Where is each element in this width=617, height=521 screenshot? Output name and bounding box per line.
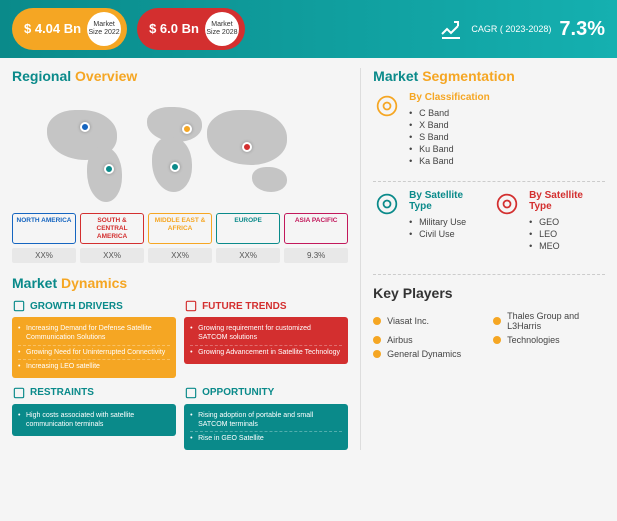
market-size-2022-pill: $ 4.04 Bn Market Size 2022 [12, 8, 127, 50]
region-percentages: XX% XX% XX% XX% 9.3% [12, 248, 348, 263]
segment-item: MEO [529, 240, 605, 252]
dynamics-head: RESTRAINTS [12, 386, 176, 400]
dynamics-item: High costs associated with satellite com… [18, 409, 170, 431]
map-marker [80, 122, 90, 132]
cagr-label: CAGR ( 2023-2028) [471, 24, 551, 34]
dynamics-icon [12, 386, 26, 400]
segment-item: C Band [409, 107, 605, 119]
size2022-value: $ 4.04 Bn [24, 22, 81, 36]
dynamics-block: RESTRAINTS High costs associated with sat… [12, 386, 176, 450]
right-column: Market Segmentation By Classification C B… [360, 68, 605, 450]
dynamics-item: Growing Advancement in Satellite Technol… [190, 346, 342, 359]
dynamics-body: Growing requirement for customized SATCO… [184, 317, 348, 363]
dynamics-item: Rising adoption of portable and small SA… [190, 409, 342, 432]
size2028-value: $ 6.0 Bn [149, 22, 199, 36]
size2022-label: Market Size 2022 [87, 12, 121, 46]
player-item: Technologies [493, 335, 605, 345]
region-pct: 9.3% [284, 248, 348, 263]
dynamics-head: OPPORTUNITY [184, 386, 348, 400]
world-map [12, 92, 348, 207]
segment-title: By Classification [409, 92, 605, 103]
region-pct: XX% [148, 248, 212, 263]
segment-item: Ka Band [409, 155, 605, 167]
bullet-icon [373, 336, 381, 344]
dynamics-title: Market Dynamics [12, 275, 348, 291]
region-label: SOUTH & CENTRAL AMERICA [80, 213, 144, 244]
dynamics-item: Growing requirement for customized SATCO… [190, 322, 342, 345]
dynamics-icon [12, 299, 26, 313]
segment-block: By Classification C BandX BandS BandKu Ba… [373, 92, 605, 167]
dynamics-block: FUTURE TRENDS Growing requirement for cus… [184, 299, 348, 377]
dynamics-head: FUTURE TRENDS [184, 299, 348, 313]
segment-item: S Band [409, 131, 605, 143]
region-pct: XX% [216, 248, 280, 263]
map-marker [170, 162, 180, 172]
growth-icon [439, 17, 463, 41]
cagr-block: CAGR ( 2023-2028) 7.3% [439, 17, 605, 41]
segmentation-title: Market Segmentation [373, 68, 605, 84]
dynamics-body: Rising adoption of portable and small SA… [184, 404, 348, 450]
player-item: Airbus [373, 335, 485, 345]
player-item: General Dynamics [373, 349, 485, 359]
dynamics-block: GROWTH DRIVERS Increasing Demand for Defe… [12, 299, 176, 377]
dynamics-block: OPPORTUNITY Rising adoption of portable a… [184, 386, 348, 450]
dynamics-item: Increasing Demand for Defense Satellite … [18, 322, 170, 345]
market-size-2028-pill: $ 6.0 Bn Market Size 2028 [137, 8, 245, 50]
bullet-icon [493, 336, 501, 344]
segment-icon [373, 190, 401, 218]
bullet-icon [373, 350, 381, 358]
segmentation-top: By Classification C BandX BandS BandKu Ba… [373, 92, 605, 167]
region-label: NORTH AMERICA [12, 213, 76, 244]
dynamics-grid: GROWTH DRIVERS Increasing Demand for Defe… [12, 299, 348, 450]
dynamics-head: GROWTH DRIVERS [12, 299, 176, 313]
header-bar: $ 4.04 Bn Market Size 2022 $ 6.0 Bn Mark… [0, 0, 617, 58]
dynamics-item: Increasing LEO satellite [18, 360, 170, 373]
dynamics-item: Growing Need for Uninterrupted Connectiv… [18, 346, 170, 360]
player-item: Thales Group and L3Harris [493, 311, 605, 331]
cagr-value: 7.3% [559, 18, 605, 41]
regional-title: Regional Overview [12, 68, 348, 84]
main-content: Regional Overview NORTH AMERICASOUTH & C… [0, 58, 617, 460]
segment-item: Civil Use [409, 228, 485, 240]
left-column: Regional Overview NORTH AMERICASOUTH & C… [12, 68, 348, 450]
segment-item: Military Use [409, 216, 485, 228]
bullet-icon [373, 317, 381, 325]
segment-title: By Satellite Type [409, 190, 485, 212]
region-label: ASIA PACIFIC [284, 213, 348, 244]
map-marker [182, 124, 192, 134]
region-pct: XX% [80, 248, 144, 263]
region-label: MIDDLE EAST & AFRICA [148, 213, 212, 244]
size2028-label: Market Size 2028 [205, 12, 239, 46]
segment-icon [373, 92, 401, 120]
region-labels: NORTH AMERICASOUTH & CENTRAL AMERICAMIDD… [12, 213, 348, 244]
divider [373, 274, 605, 275]
segment-icon [493, 190, 521, 218]
dynamics-body: High costs associated with satellite com… [12, 404, 176, 436]
segment-item: X Band [409, 119, 605, 131]
players-title: Key Players [373, 285, 605, 301]
dynamics-body: Increasing Demand for Defense Satellite … [12, 317, 176, 377]
map-marker [242, 142, 252, 152]
segment-block: By Satellite Type GEOLEOMEO [493, 190, 605, 252]
dynamics-icon [184, 386, 198, 400]
segment-item: LEO [529, 228, 605, 240]
segmentation-row: By Satellite TypeMilitary UseCivil UseBy… [373, 190, 605, 266]
dynamics-icon [184, 299, 198, 313]
region-label: EUROPE [216, 213, 280, 244]
segment-item: Ku Band [409, 143, 605, 155]
region-pct: XX% [12, 248, 76, 263]
players-grid: Viasat Inc. Thales Group and L3Harris Airb… [373, 311, 605, 359]
player-item: Viasat Inc. [373, 311, 485, 331]
segment-item: GEO [529, 216, 605, 228]
map-marker [104, 164, 114, 174]
dynamics-item: Rise in GEO Satellite [190, 432, 342, 445]
bullet-icon [493, 317, 501, 325]
segment-title: By Satellite Type [529, 190, 605, 212]
divider [373, 181, 605, 182]
segment-block: By Satellite Type Military UseCivil Use [373, 190, 485, 240]
